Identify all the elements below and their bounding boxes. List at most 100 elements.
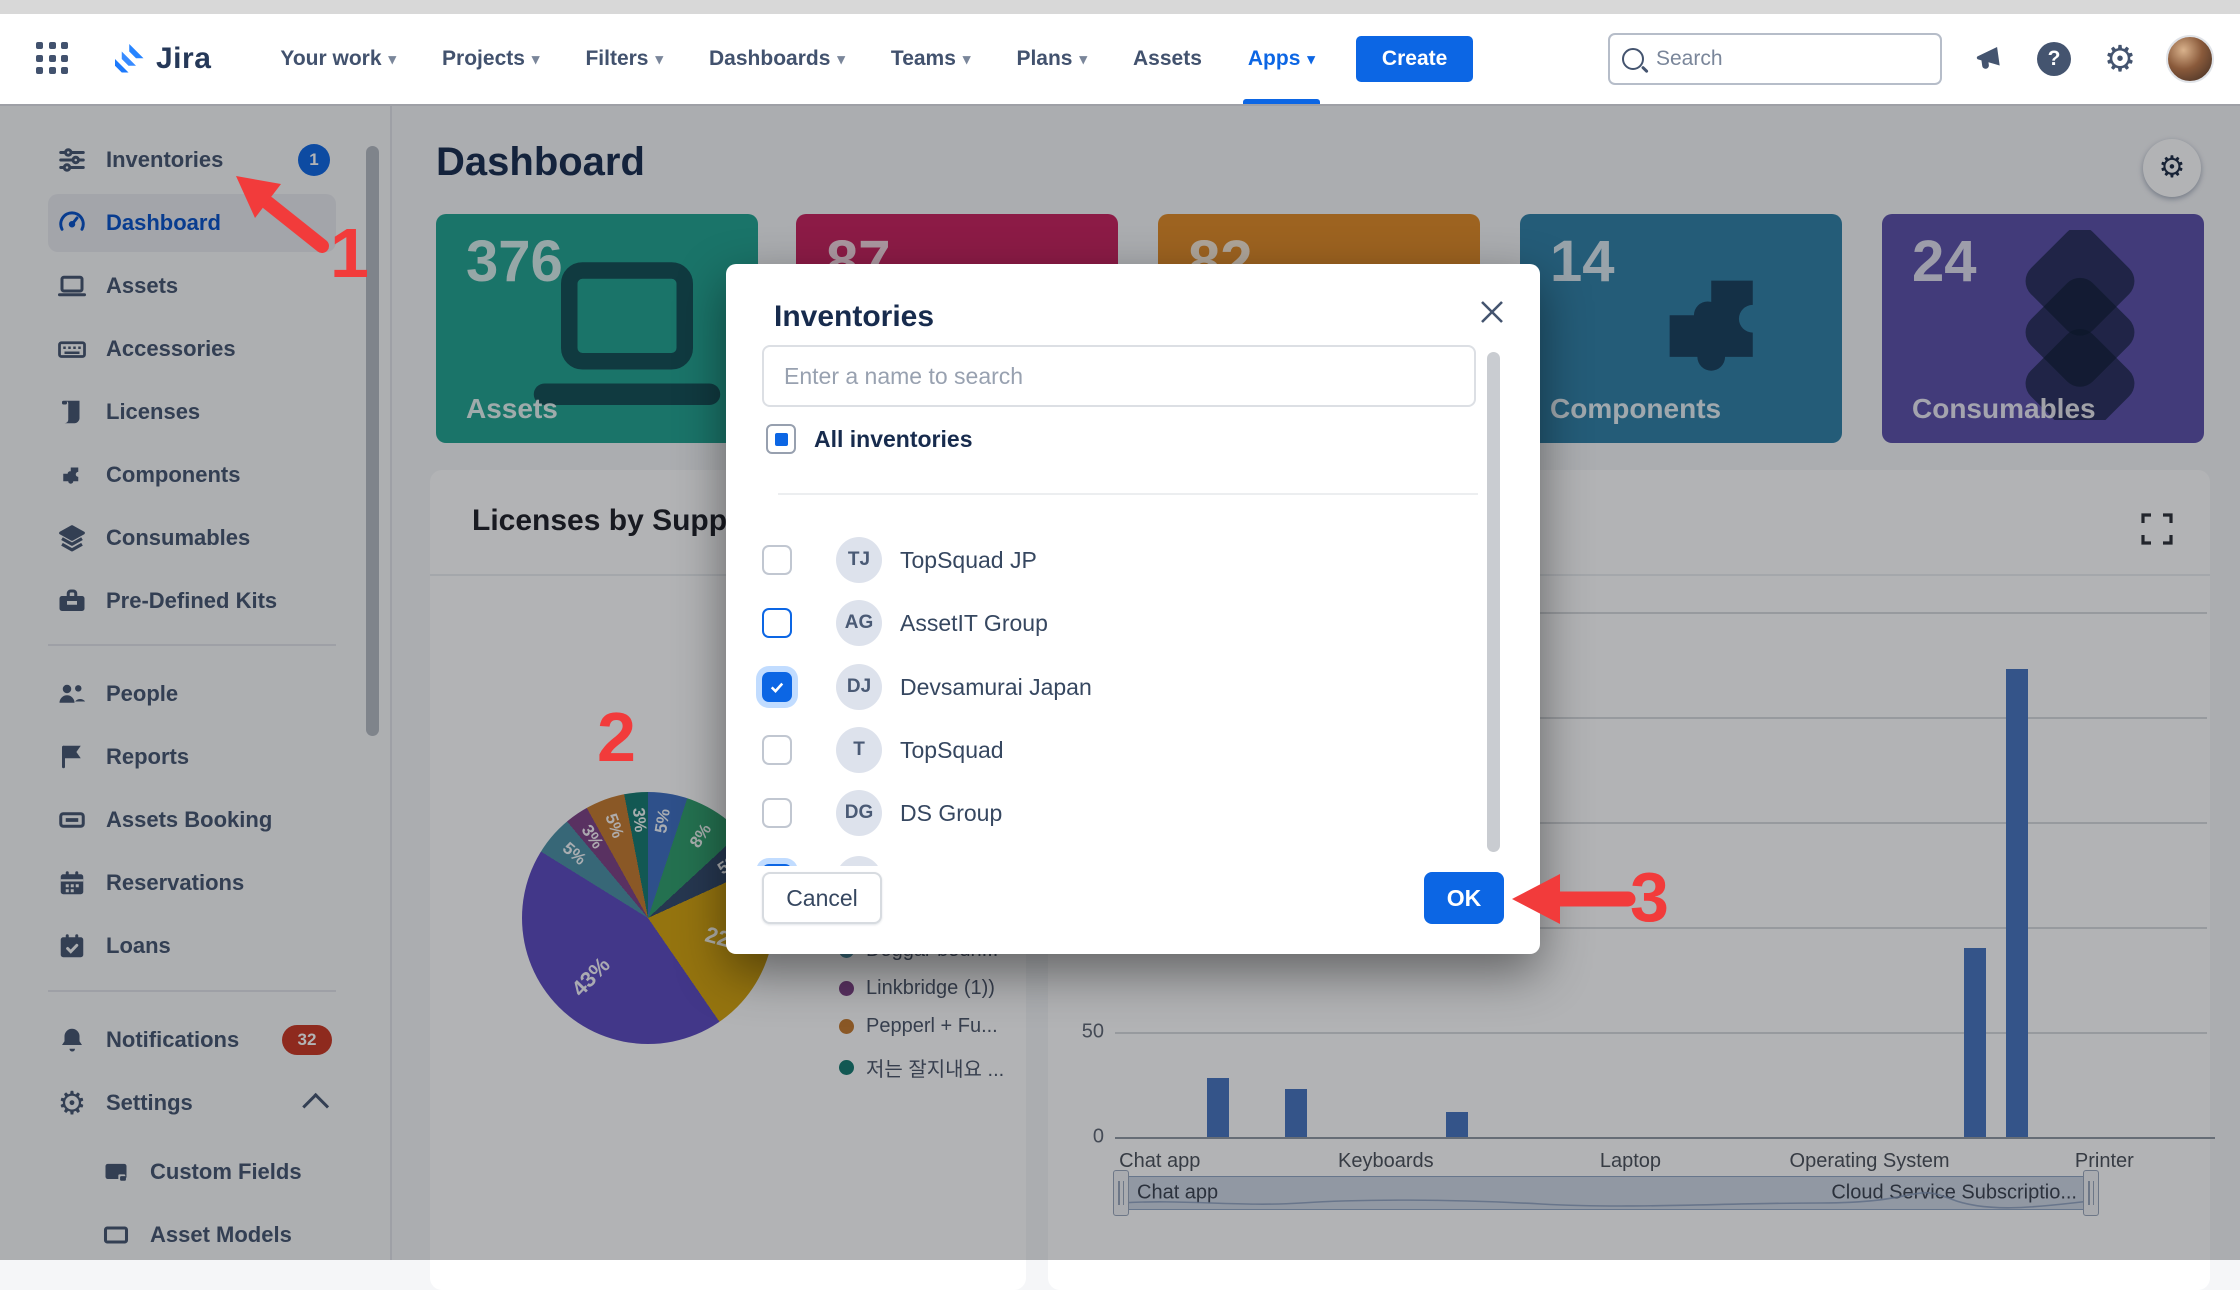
- list-item-partial[interactable]: [762, 847, 882, 866]
- sidebar-item-reports[interactable]: Reports: [0, 728, 390, 786]
- nav-item-dashboards[interactable]: Dashboards ▾: [709, 47, 845, 70]
- sidebar-item-inventories[interactable]: Inventories 1: [0, 131, 390, 189]
- sidebar-item-components[interactable]: Components: [0, 446, 390, 504]
- checkbox[interactable]: [762, 798, 792, 828]
- stat-card-components[interactable]: 14 Components: [1520, 214, 1842, 443]
- modal-search-input[interactable]: [764, 347, 1474, 405]
- calendar-check-icon: [56, 930, 88, 962]
- legend-item[interactable]: Pepperl + Fu...: [839, 1015, 998, 1038]
- announcement-icon[interactable]: [1968, 39, 2008, 79]
- user-avatar[interactable]: [2166, 35, 2214, 83]
- sidebar-item-assets-booking[interactable]: Assets Booking: [0, 791, 390, 849]
- cancel-button[interactable]: Cancel: [762, 872, 882, 924]
- nav-item-your-work[interactable]: Your work ▾: [280, 47, 397, 70]
- nav-item-plans[interactable]: Plans ▾: [1016, 47, 1087, 70]
- laptop-icon: [522, 254, 732, 424]
- bar[interactable]: [1445, 1111, 1468, 1137]
- bar[interactable]: [1285, 1088, 1308, 1137]
- page-title: Dashboard: [436, 140, 645, 184]
- sidebar-item-loans[interactable]: Loans: [0, 917, 390, 975]
- x-tick-label: Keyboards: [1338, 1150, 1434, 1172]
- list-item[interactable]: T TopSquad: [762, 718, 1004, 782]
- nav-item-assets[interactable]: Assets: [1133, 47, 1202, 70]
- chevron-down-icon: ▾: [1307, 51, 1315, 68]
- sidebar-item-people[interactable]: People: [0, 665, 390, 723]
- help-icon[interactable]: ?: [2034, 39, 2074, 79]
- sidebar-item-custom-fields[interactable]: Custom Fields: [0, 1143, 390, 1201]
- app-switcher-icon[interactable]: [36, 42, 70, 76]
- sidebar-scrollbar[interactable]: [366, 146, 379, 736]
- laptop-icon: [56, 270, 88, 302]
- sidebar-item-asset-models[interactable]: Asset Models: [0, 1206, 390, 1264]
- close-icon[interactable]: [1472, 292, 1512, 332]
- checkbox[interactable]: [762, 545, 792, 575]
- puzzle-icon: [1627, 238, 1802, 418]
- sidebar-item-pre-defined-kits[interactable]: Pre-Defined Kits: [0, 572, 390, 630]
- bar-chart-plot[interactable]: [1115, 574, 2207, 1137]
- x-axis: [1115, 1137, 2215, 1139]
- y-tick-50: 50: [1081, 1020, 1104, 1043]
- list-item[interactable]: AG AssetIT Group: [762, 591, 1048, 655]
- nav-item-teams[interactable]: Teams ▾: [890, 47, 971, 70]
- checkbox[interactable]: [762, 608, 792, 638]
- list-item[interactable]: DG DS Group: [762, 781, 1002, 845]
- datazoom-right-handle[interactable]: [2083, 1170, 2099, 1216]
- datazoom-left-handle[interactable]: [1113, 1170, 1129, 1216]
- sidebar-item-settings[interactable]: ⚙ Settings: [0, 1074, 390, 1132]
- stat-card-assets[interactable]: 376 Assets: [436, 214, 758, 443]
- puzzle-icon: [56, 459, 88, 491]
- create-button[interactable]: Create: [1355, 36, 1474, 82]
- indeterminate-checkbox[interactable]: [766, 424, 796, 454]
- asset-models-icon: [100, 1219, 132, 1251]
- checkbox[interactable]: [762, 735, 792, 765]
- all-inventories-checkbox-row[interactable]: All inventories: [766, 424, 972, 454]
- settings-gear-icon[interactable]: ⚙: [2103, 38, 2137, 79]
- bar[interactable]: [2005, 668, 2028, 1137]
- sidebar-item-consumables[interactable]: Consumables: [0, 509, 390, 567]
- pie-chart-title: Licenses by Supplier: [472, 504, 773, 537]
- datazoom-slider[interactable]: Chat app Cloud Service Subscriptio...: [1113, 1170, 2099, 1216]
- modal-scrollbar[interactable]: [1487, 352, 1500, 852]
- search-input[interactable]: [1654, 46, 1928, 72]
- avatar: T: [836, 727, 882, 773]
- modal-search[interactable]: [762, 345, 1476, 407]
- jira-logo-icon: [115, 44, 144, 73]
- list-item[interactable]: TJ TopSquad JP: [762, 528, 1037, 592]
- nav-item-projects[interactable]: Projects ▾: [442, 47, 540, 70]
- bar[interactable]: [1206, 1078, 1229, 1137]
- nav-item-apps[interactable]: Apps ▾: [1225, 14, 1338, 104]
- bar[interactable]: [1964, 947, 1987, 1137]
- modal-divider: [778, 493, 1478, 495]
- inventories-list: TJ TopSquad JP AG AssetIT Group DJ Devsa…: [726, 504, 1540, 866]
- layers-icon: [1990, 226, 2170, 438]
- y-tick-0: 0: [1092, 1125, 1104, 1148]
- layers-icon: [56, 522, 88, 554]
- legend-item[interactable]: 저는 잘지내요 ...: [839, 1053, 1004, 1082]
- list-item[interactable]: DJ Devsamurai Japan: [762, 655, 1092, 719]
- checkbox-checked[interactable]: [762, 864, 792, 866]
- global-search[interactable]: [1608, 33, 1942, 85]
- legend-item[interactable]: Linkbridge (1)): [839, 977, 995, 1000]
- dashboard-settings-button[interactable]: ⚙: [2143, 139, 2201, 197]
- sidebar-item-accessories[interactable]: Accessories: [0, 320, 390, 378]
- people-icon: [56, 678, 88, 710]
- sidebar-item-reservations[interactable]: Reservations: [0, 854, 390, 912]
- stat-card-consumables[interactable]: 24 Consumables: [1882, 214, 2204, 443]
- x-tick-label: Laptop: [1599, 1150, 1662, 1172]
- avatar: DJ: [836, 664, 882, 710]
- nav-item-filters[interactable]: Filters ▾: [585, 47, 664, 70]
- ok-button[interactable]: OK: [1424, 872, 1504, 924]
- sidebar-item-notifications[interactable]: Notifications 32: [0, 1011, 390, 1069]
- jira-logo[interactable]: Jira: [112, 41, 211, 77]
- sidebar-item-assets[interactable]: Assets: [0, 257, 390, 315]
- window-top-strip: [0, 0, 2240, 14]
- fullscreen-icon[interactable]: [2140, 512, 2174, 546]
- avatar: AG: [836, 600, 882, 646]
- avatar: [836, 856, 882, 866]
- keyboard-icon: [56, 333, 88, 365]
- checkbox-checked[interactable]: [762, 672, 792, 702]
- gear-icon: ⚙: [2158, 151, 2186, 184]
- inventories-modal: Inventories All inventories TJ TopSquad …: [726, 264, 1540, 954]
- search-icon: [1622, 48, 1644, 70]
- sidebar-item-licenses[interactable]: Licenses: [0, 383, 390, 441]
